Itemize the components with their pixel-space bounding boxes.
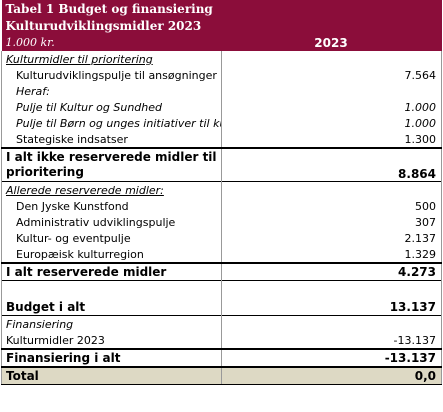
row-value: 500: [221, 198, 442, 214]
year: 2023: [221, 34, 442, 51]
budget-table: Tabel 1 Budget og finansiering Kulturudv…: [1, 0, 442, 385]
total-value: -13.137: [221, 348, 442, 367]
row-value: 1.000: [221, 115, 442, 131]
total-label: Finansiering i alt: [1, 348, 222, 367]
total-label: I alt ikke reserverede midler til priori…: [1, 147, 222, 182]
row-value: 7.564: [221, 67, 442, 83]
unit: 1.000 kr.: [1, 34, 222, 51]
row-value: 1.329: [221, 246, 442, 263]
row-value: -13.137: [221, 332, 442, 349]
row-label: Administrativ udviklingspulje: [1, 214, 222, 230]
grand-total-label: Total: [1, 366, 222, 385]
row-label: Den Jyske Kunstfond: [1, 198, 222, 214]
section-label: Allerede reserverede midler:: [1, 181, 222, 198]
total-label: Budget i alt: [1, 299, 222, 316]
row-label: Kulturmidler 2023: [1, 332, 222, 349]
row-label: Pulje til Kultur og Sundhed: [1, 99, 222, 115]
total-label: I alt reserverede midler: [1, 262, 222, 281]
row-label: Kulturudviklingspulje til ansøgninger: [1, 67, 222, 83]
row-label: Kultur- og eventpulje: [1, 230, 222, 246]
section-label: Kulturmidler til prioritering: [1, 51, 222, 67]
row-label: Europæisk kulturregion: [1, 246, 222, 263]
row-value: 1.000: [221, 99, 442, 115]
row-label: Heraf:: [1, 83, 222, 99]
row-label: Pulje til Børn og unges initiativer til …: [1, 115, 222, 131]
row-value: 2.137: [221, 230, 442, 246]
total-value: 4.273: [221, 262, 442, 281]
title: Tabel 1 Budget og finansiering: [1, 0, 442, 17]
row-value: 307: [221, 214, 442, 230]
grand-total-value: 0,0: [221, 366, 442, 385]
row-value: 1.300: [221, 131, 442, 148]
row-label: Stategiske indsatser: [1, 131, 222, 148]
total-value: 13.137: [221, 299, 442, 316]
section-label: Finansiering: [1, 315, 222, 332]
total-value: 8.864: [221, 147, 442, 182]
title: Kulturudviklingsmidler 2023: [1, 17, 442, 34]
